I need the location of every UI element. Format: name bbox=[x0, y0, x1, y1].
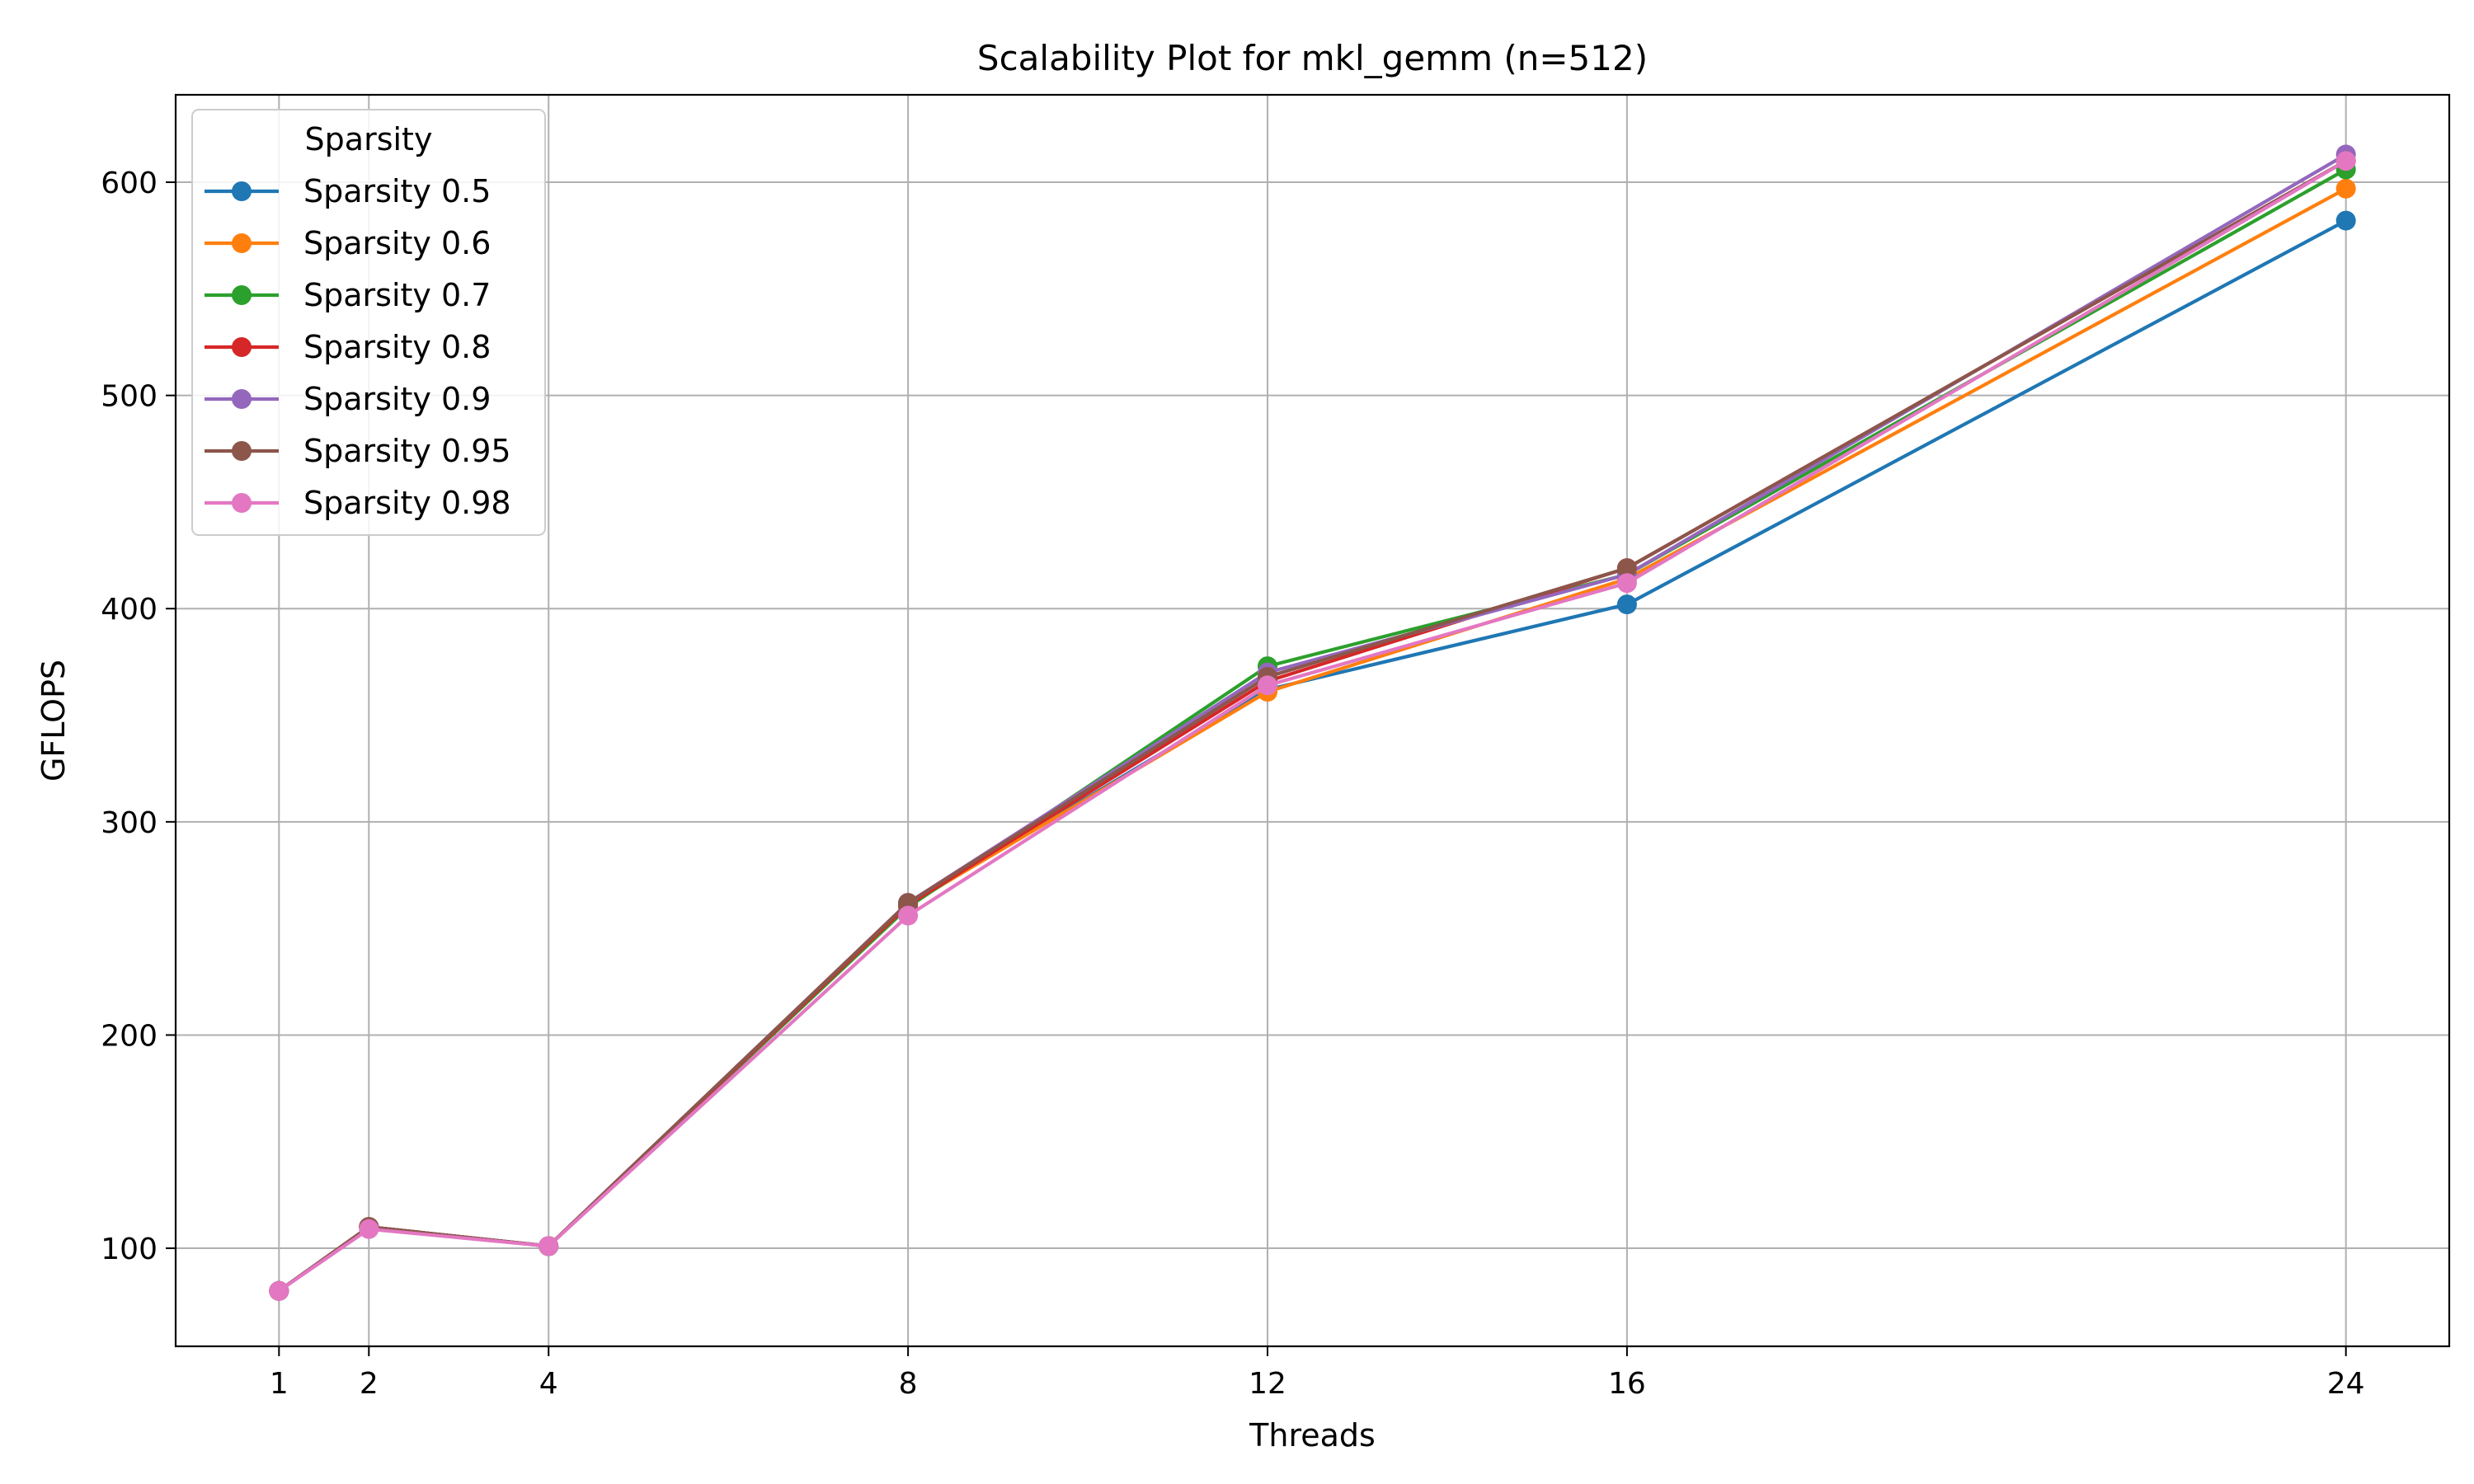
legend-box bbox=[191, 109, 546, 536]
legend-swatch-marker bbox=[232, 389, 252, 409]
legend-label: Sparsity 0.95 bbox=[303, 433, 511, 469]
y-tick-label: 500 bbox=[101, 380, 158, 414]
legend-swatch-marker bbox=[232, 233, 252, 253]
x-tick-label: 16 bbox=[1608, 1367, 1646, 1401]
legend-entry: Sparsity 0.8 bbox=[205, 329, 491, 365]
y-tick-label: 400 bbox=[101, 593, 158, 627]
y-tick-label: 200 bbox=[101, 1019, 158, 1053]
legend-entry: Sparsity 0.7 bbox=[205, 277, 491, 313]
data-point bbox=[1616, 594, 1637, 615]
x-tick-label: 8 bbox=[899, 1367, 918, 1401]
data-point bbox=[1616, 573, 1637, 594]
x-tick-label: 24 bbox=[2327, 1367, 2365, 1401]
y-tick-label: 600 bbox=[101, 167, 158, 200]
legend-label: Sparsity 0.5 bbox=[303, 173, 491, 209]
legend-swatch-marker bbox=[232, 181, 252, 201]
legend-title: Sparsity bbox=[305, 121, 433, 157]
y-tick-label: 300 bbox=[101, 806, 158, 840]
legend-swatch-marker bbox=[232, 337, 252, 357]
data-point bbox=[2335, 210, 2356, 231]
data-point bbox=[2335, 151, 2356, 171]
y-tick-label: 100 bbox=[101, 1233, 158, 1266]
x-tick-label: 4 bbox=[539, 1367, 558, 1401]
data-point bbox=[539, 1236, 559, 1256]
plot-frame bbox=[174, 93, 2451, 1348]
legend-label: Sparsity 0.9 bbox=[303, 381, 491, 417]
legend-label: Sparsity 0.7 bbox=[303, 277, 491, 313]
x-tick-label: 2 bbox=[360, 1367, 379, 1401]
data-point bbox=[1258, 675, 1277, 696]
legend-swatch-marker bbox=[232, 285, 252, 305]
data-point bbox=[898, 905, 919, 926]
x-tick-label: 12 bbox=[1249, 1367, 1286, 1401]
legend-entry: Sparsity 0.98 bbox=[205, 485, 511, 521]
data-point bbox=[1616, 558, 1637, 579]
legend-entry: Sparsity 0.95 bbox=[205, 433, 511, 469]
data-point bbox=[2335, 178, 2356, 199]
data-point bbox=[269, 1280, 289, 1301]
series-6 bbox=[269, 151, 2356, 1301]
legend-entry: Sparsity 0.6 bbox=[205, 225, 491, 261]
legend-entry: Sparsity 0.5 bbox=[205, 173, 491, 209]
x-axis-label: Threads bbox=[1249, 1417, 1376, 1453]
data-point bbox=[359, 1219, 379, 1239]
legend-swatch-marker bbox=[232, 441, 252, 461]
x-tick-label: 1 bbox=[270, 1367, 289, 1401]
y-axis: 100 200 300 400 500 600 bbox=[101, 167, 176, 1266]
legend-swatch-marker bbox=[232, 493, 252, 513]
series-layer bbox=[269, 144, 2356, 1301]
y-axis-label: GFLOPS bbox=[35, 660, 72, 782]
legend: Sparsity Sparsity 0.5 Sparsity 0.6 Sparsit… bbox=[191, 109, 546, 536]
x-axis: 1 2 4 8 12 16 24 bbox=[270, 1346, 2365, 1401]
legend-label: Sparsity 0.6 bbox=[303, 225, 491, 261]
legend-entry: Sparsity 0.9 bbox=[205, 381, 491, 417]
legend-label: Sparsity 0.8 bbox=[303, 329, 491, 365]
legend-label: Sparsity 0.98 bbox=[303, 485, 511, 521]
chart-title: Scalability Plot for mkl_gemm (n=512) bbox=[977, 38, 1648, 78]
